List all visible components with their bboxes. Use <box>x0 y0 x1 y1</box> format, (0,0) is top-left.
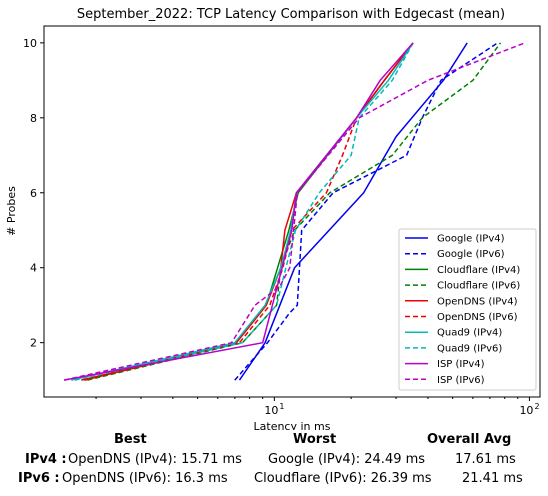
series-line-isp-ipv6 <box>64 42 526 381</box>
legend-label: OpenDNS (IPv6) <box>437 312 518 323</box>
series-line-google-ipv4 <box>238 42 468 381</box>
series-line-cloudflare-ipv4 <box>84 42 414 381</box>
x-tick-label: 10 <box>264 404 278 417</box>
summary-row-ipv4-best: OpenDNS (IPv4): 15.71 ms <box>68 452 242 467</box>
y-tick-label: 10 <box>23 37 37 50</box>
summary-row-ipv6-worst: Cloudflare (IPv6): 26.39 ms <box>254 471 432 486</box>
latency-chart: September_2022: TCP Latency Comparison w… <box>5 7 541 430</box>
summary-header-worst: Worst <box>293 432 337 447</box>
y-tick-label: 8 <box>30 112 37 125</box>
series-line-google-ipv6 <box>234 42 499 381</box>
legend-label: Cloudflare (IPv6) <box>437 281 520 292</box>
y-tick-label: 4 <box>30 262 37 275</box>
summary-header-avg: Overall Avg <box>427 432 512 447</box>
y-axis-label: # Probes <box>5 186 18 236</box>
legend-box <box>398 228 537 391</box>
summary-header-best: Best <box>114 432 147 447</box>
legend-label: ISP (IPv4) <box>437 359 485 370</box>
series-line-opendns-ipv6 <box>84 42 414 381</box>
summary-row-ipv4-worst: Google (IPv4): 24.49 ms <box>268 452 426 467</box>
x-tick-label-exponent: 1 <box>279 402 284 411</box>
series-line-quad9-ipv6 <box>74 42 414 381</box>
summary-row-ipv4-label: IPv4 : <box>25 452 67 467</box>
legend-label: ISP (IPv6) <box>437 375 485 386</box>
series-line-isp-ipv4 <box>64 42 414 381</box>
x-axis-ticks: 10 1 10 2 <box>95 397 540 417</box>
y-axis-ticks: 2 4 6 8 10 <box>23 37 44 350</box>
summary-row-ipv4-avg: 17.61 ms <box>455 452 516 467</box>
series-line-quad9-ipv4 <box>71 42 414 381</box>
legend-label: Google (IPv4) <box>437 234 505 245</box>
legend-label: Google (IPv6) <box>437 249 505 260</box>
plot-area <box>43 25 541 398</box>
summary-row-ipv6-best: OpenDNS (IPv6): 16.3 ms <box>62 471 228 486</box>
legend-label: Cloudflare (IPv4) <box>437 265 520 276</box>
summary-row-ipv6-avg: 21.41 ms <box>462 471 523 486</box>
series-line-opendns-ipv4 <box>81 42 414 381</box>
x-tick-label: 10 <box>519 404 533 417</box>
x-axis-label: Latency in ms <box>254 420 331 430</box>
y-tick-label: 2 <box>30 337 37 350</box>
legend-label: Quad9 (IPv4) <box>437 328 502 339</box>
legend-label: OpenDNS (IPv4) <box>437 296 518 307</box>
summary-row-ipv6-label: IPv6 : <box>18 471 60 486</box>
x-tick-label-exponent: 2 <box>534 402 539 411</box>
y-tick-label: 6 <box>30 187 37 200</box>
series-lines <box>64 42 526 381</box>
legend-label: Quad9 (IPv6) <box>437 343 502 354</box>
chart-title: September_2022: TCP Latency Comparison w… <box>77 7 505 22</box>
legend: Google (IPv4) Google (IPv6) Cloudflare (IP… <box>398 228 537 391</box>
series-line-cloudflare-ipv6 <box>87 42 502 381</box>
